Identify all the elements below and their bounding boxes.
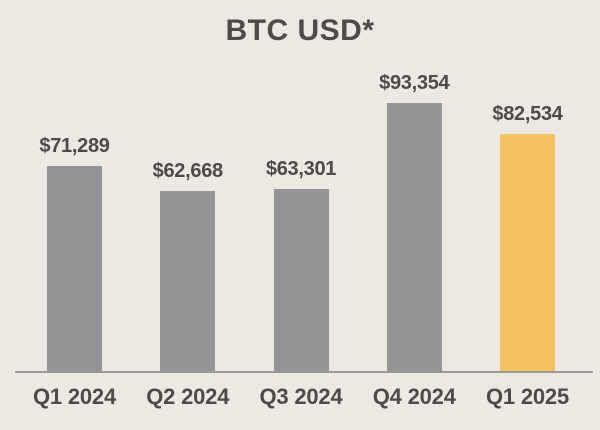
x-axis-label-q1-2025: Q1 2025 <box>486 384 570 409</box>
value-label-q1-2024: $71,289 <box>39 135 110 157</box>
bar-q2-2024 <box>160 191 216 371</box>
value-label-q1-2025: $82,534 <box>492 103 563 125</box>
x-axis-label-q3-2024: Q3 2024 <box>259 384 343 409</box>
bar-group-q1-2025: $82,534 <box>492 103 563 371</box>
bar-q1-2025 <box>500 134 555 371</box>
bar-q3-2024 <box>273 189 329 371</box>
bars: $71,289 $62,668 $63,301 $93,354 $82,534 <box>39 71 563 371</box>
x-axis-labels: Q1 2024 Q2 2024 Q3 2024 Q4 2024 Q1 2025 <box>33 384 570 410</box>
bar-group-q1-2024: $71,289 <box>39 135 110 371</box>
bar-group-q2-2024: $62,668 <box>153 160 223 371</box>
x-axis-label-q1-2024: Q1 2024 <box>33 384 117 409</box>
bar-group-q4-2024: $93,354 <box>379 72 450 371</box>
value-label-q3-2024: $63,301 <box>265 158 337 180</box>
bar-group-q3-2024: $63,301 <box>266 158 336 371</box>
value-label-q2-2024: $62,668 <box>152 160 224 182</box>
bar-q4-2024 <box>386 103 442 371</box>
value-label-q4-2024: $93,354 <box>379 72 450 94</box>
x-axis-label-q2-2024: Q2 2024 <box>146 384 230 409</box>
x-axis-label-q4-2024: Q4 2024 <box>372 384 456 409</box>
chart-title: BTC USD* <box>225 14 375 47</box>
x-axis-line <box>15 371 593 373</box>
bar-q1-2024 <box>47 166 102 371</box>
